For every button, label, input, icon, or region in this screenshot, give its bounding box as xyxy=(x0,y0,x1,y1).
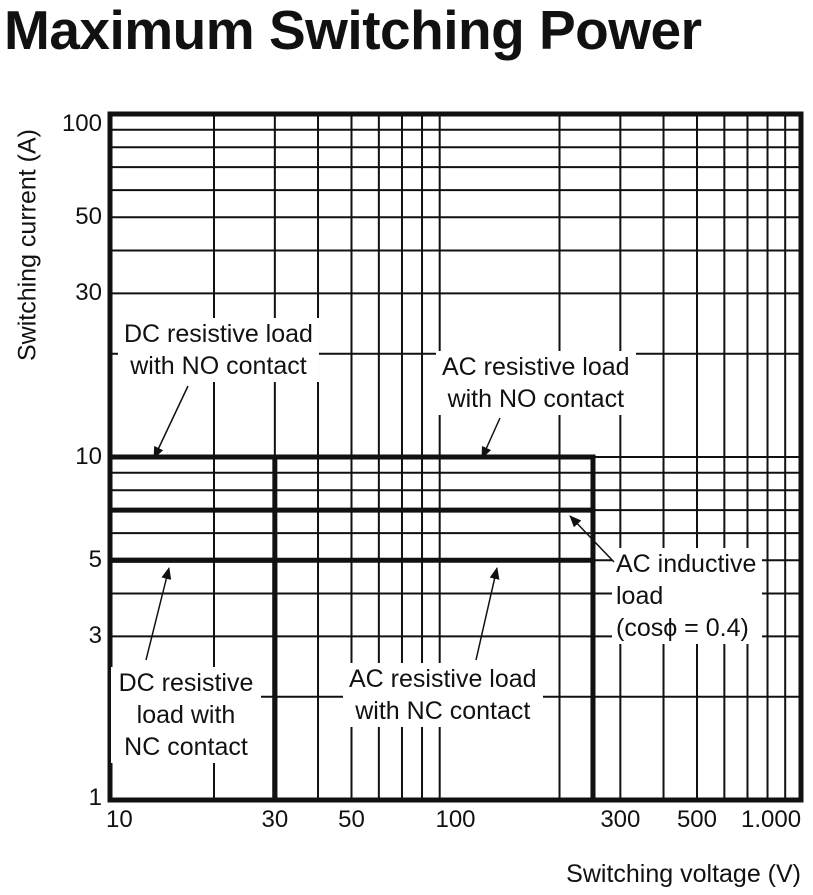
annotation-line: load xyxy=(616,582,664,610)
annotation-line: load with xyxy=(136,701,236,729)
y-tick-label: 10 xyxy=(75,443,102,470)
annotation-line: (cosϕ = 0.4) xyxy=(616,614,749,642)
y-tick-label: 3 xyxy=(88,622,102,650)
plot-border xyxy=(107,111,804,803)
annotation-line: AC resistive load xyxy=(442,353,630,381)
x-tick-label: 300 xyxy=(600,806,641,833)
y-tick-label: 5 xyxy=(88,546,102,574)
x-tick-label: 50 xyxy=(338,806,365,833)
annotation-ac-no: AC resistive load with NO contact xyxy=(436,351,636,415)
annotation-dc-no: DC resistive load with NO contact xyxy=(118,318,319,382)
annotation-line: DC resistive load xyxy=(124,320,313,348)
annotation-line: with NO contact xyxy=(447,385,625,413)
x-tick-label: 500 xyxy=(676,806,718,833)
y-tick-label: 100 xyxy=(61,110,102,137)
annotation-line: DC resistive xyxy=(118,669,254,697)
x-axis-label: Switching voltage (V) xyxy=(566,860,801,888)
x-tick-label: 30 xyxy=(261,806,289,833)
annotation-ac-nc: AC resistive load with NC contact xyxy=(343,663,543,727)
annotation-dc-nc: DC resistive load with NC contact xyxy=(111,667,261,763)
annotation-line: with NO contact xyxy=(130,352,307,380)
y-tick-label: 30 xyxy=(75,279,102,307)
annotation-line: NC contact xyxy=(124,733,248,761)
chart-title: Maximum Switching Power xyxy=(4,0,702,61)
y-axis-label: Switching current (A) xyxy=(13,128,42,362)
x-tick-label: 1.000 xyxy=(741,806,802,833)
y-tick-label: 50 xyxy=(75,203,102,231)
x-tick-label: 100 xyxy=(435,806,476,833)
annotation-line: AC inductive xyxy=(616,550,757,578)
annotation-ac-inductive: AC inductive load (cosϕ = 0.4) xyxy=(612,548,763,644)
annotation-line: with NC contact xyxy=(355,697,531,725)
y-tick-label: 1 xyxy=(88,784,102,811)
x-tick-label: 10 xyxy=(106,806,133,833)
annotation-line: AC resistive load xyxy=(349,665,537,693)
